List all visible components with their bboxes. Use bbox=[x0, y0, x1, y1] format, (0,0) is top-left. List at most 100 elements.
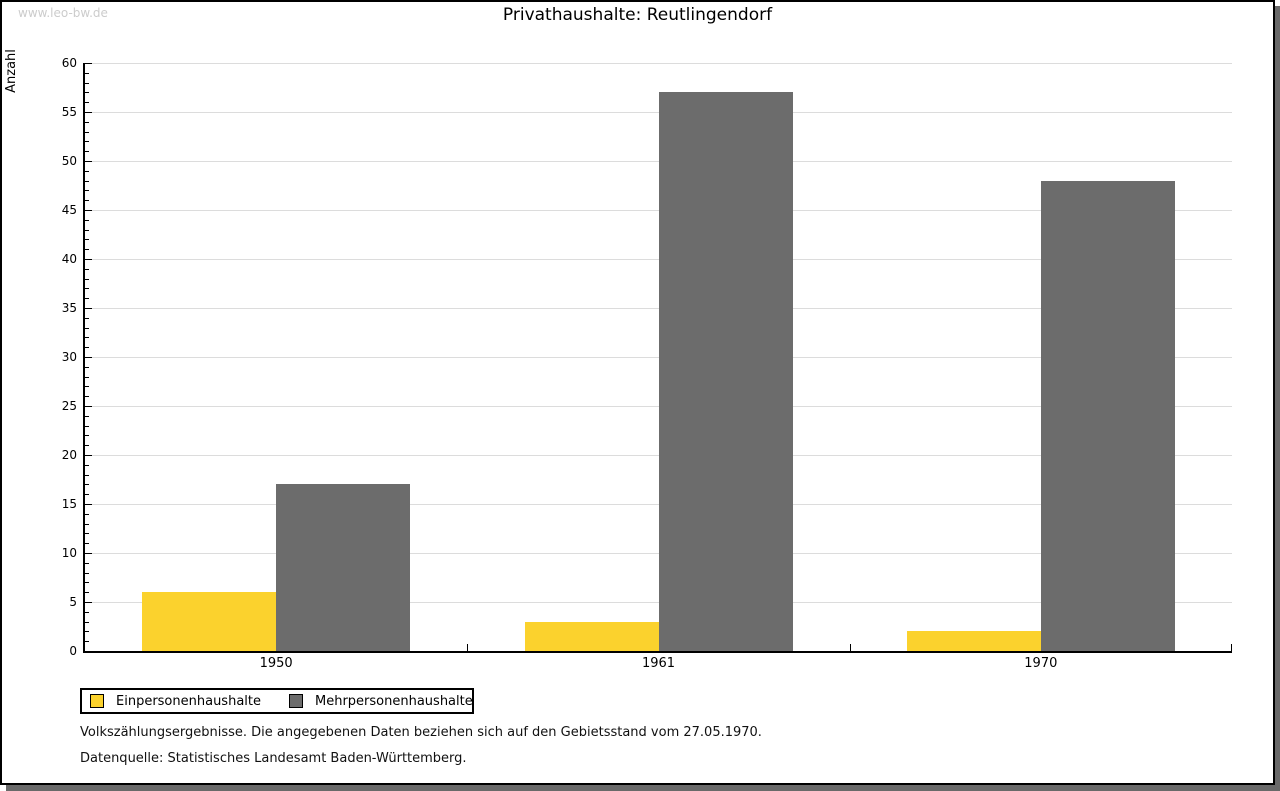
x-tick-label-1961: 1961 bbox=[641, 656, 676, 671]
y-tick-15 bbox=[85, 504, 92, 505]
x-tick-2 bbox=[849, 644, 851, 651]
footnote-data-source: Datenquelle: Statistisches Landesamt Bad… bbox=[80, 751, 467, 766]
y-tick-10 bbox=[85, 553, 92, 554]
y-tick-6 bbox=[85, 592, 89, 594]
y-tick-16 bbox=[85, 494, 89, 496]
y-tick-45 bbox=[85, 210, 92, 211]
y-tick-label-0: 0 bbox=[69, 644, 77, 658]
y-tick-12 bbox=[85, 533, 89, 535]
y-tick-57 bbox=[85, 92, 89, 94]
chart-title: Privathaushalte: Reutlingendorf bbox=[502, 5, 773, 25]
y-tick-1 bbox=[85, 641, 89, 643]
y-tick-48 bbox=[85, 180, 89, 182]
bar-1950-einpersonenhaushalte bbox=[142, 592, 277, 651]
y-tick-43 bbox=[85, 229, 89, 231]
x-tick-label-1970: 1970 bbox=[1024, 656, 1058, 671]
y-tick-label-35: 35 bbox=[61, 301, 77, 315]
bar-1970-mehrpersonenhaushalte bbox=[1040, 180, 1175, 651]
y-tick-label-60: 60 bbox=[61, 56, 77, 70]
y-tick-11 bbox=[85, 543, 89, 545]
y-tick-41 bbox=[85, 249, 89, 251]
legend-item-mehrpersonenhaushalte: Mehrpersonenhaushalte bbox=[289, 694, 473, 709]
y-tick-14 bbox=[85, 513, 89, 515]
legend-swatch-mehrpersonenhaushalte bbox=[289, 694, 303, 708]
y-tick-8 bbox=[85, 572, 89, 574]
y-tick-26 bbox=[85, 396, 89, 398]
y-tick-37 bbox=[85, 288, 89, 290]
x-tick-3 bbox=[1231, 644, 1232, 651]
bar-1970-einpersonenhaushalte bbox=[906, 631, 1041, 651]
y-tick-23 bbox=[85, 425, 89, 427]
y-tick-30 bbox=[85, 357, 92, 358]
y-tick-54 bbox=[85, 121, 89, 123]
legend-item-einpersonenhaushalte: Einpersonenhaushalte bbox=[90, 694, 261, 709]
y-tick-55 bbox=[85, 112, 92, 113]
y-tick-24 bbox=[85, 415, 89, 417]
y-tick-3 bbox=[85, 621, 89, 623]
plot-area: 0 5 10 15 20 25 30 35 40 45 50 55 60 1950 1961 1970 bbox=[62, 56, 1232, 671]
y-tick-29 bbox=[85, 366, 89, 368]
y-tick-38 bbox=[85, 278, 89, 280]
y-tick-59 bbox=[85, 72, 89, 74]
y-tick-32 bbox=[85, 337, 89, 339]
y-tick-20 bbox=[85, 455, 92, 456]
y-tick-33 bbox=[85, 327, 89, 329]
y-tick-47 bbox=[85, 190, 89, 192]
y-tick-label-15: 15 bbox=[61, 497, 77, 511]
y-tick-46 bbox=[85, 200, 89, 202]
y-tick-7 bbox=[85, 582, 89, 584]
bar-1961-einpersonenhaushalte bbox=[524, 621, 659, 651]
y-tick-34 bbox=[85, 317, 89, 319]
y-tick-4 bbox=[85, 611, 89, 613]
y-tick-36 bbox=[85, 298, 89, 300]
x-tick-label-1950: 1950 bbox=[259, 656, 293, 671]
y-tick-39 bbox=[85, 268, 89, 270]
y-tick-25 bbox=[85, 406, 92, 407]
x-tick-1 bbox=[467, 644, 469, 651]
y-tick-label-10: 10 bbox=[61, 546, 77, 560]
watermark: www.leo-bw.de bbox=[18, 6, 108, 20]
legend: Einpersonenhaushalte Mehrpersonenhaushal… bbox=[80, 688, 474, 714]
y-tick-9 bbox=[85, 562, 89, 564]
y-tick-17 bbox=[85, 484, 89, 486]
y-tick-60 bbox=[85, 63, 92, 64]
y-tick-label-5: 5 bbox=[69, 595, 77, 609]
y-tick-label-25: 25 bbox=[61, 399, 77, 413]
y-tick-51 bbox=[85, 151, 89, 153]
y-tick-42 bbox=[85, 239, 89, 241]
y-tick-52 bbox=[85, 141, 89, 143]
legend-label-einpersonenhaushalte: Einpersonenhaushalte bbox=[116, 693, 261, 709]
y-tick-53 bbox=[85, 131, 89, 133]
y-tick-27 bbox=[85, 386, 89, 388]
y-axis-label: Anzahl bbox=[4, 49, 19, 93]
y-tick-18 bbox=[85, 474, 89, 476]
y-tick-35 bbox=[85, 308, 92, 309]
footnote-source-note: Volkszählungsergebnisse. Die angegebenen… bbox=[80, 725, 762, 740]
y-tick-label-45: 45 bbox=[61, 203, 77, 217]
y-tick-5 bbox=[85, 602, 92, 603]
y-tick-56 bbox=[85, 102, 89, 104]
y-tick-31 bbox=[85, 347, 89, 349]
y-tick-58 bbox=[85, 82, 89, 84]
y-tick-49 bbox=[85, 170, 89, 172]
y-tick-label-30: 30 bbox=[61, 350, 77, 364]
bar-1961-mehrpersonenhaushalte bbox=[658, 92, 793, 651]
y-tick-2 bbox=[85, 631, 89, 633]
y-tick-22 bbox=[85, 435, 89, 437]
gridline-60 bbox=[85, 63, 1232, 64]
y-tick-21 bbox=[85, 445, 89, 447]
y-tick-label-20: 20 bbox=[61, 448, 77, 462]
y-tick-50 bbox=[85, 161, 92, 162]
y-tick-44 bbox=[85, 219, 89, 221]
legend-label-mehrpersonenhaushalte: Mehrpersonenhaushalte bbox=[315, 693, 473, 709]
legend-swatch-einpersonenhaushalte bbox=[90, 694, 104, 708]
y-tick-28 bbox=[85, 376, 89, 378]
y-tick-label-40: 40 bbox=[61, 252, 77, 266]
y-tick-19 bbox=[85, 464, 89, 466]
y-tick-40 bbox=[85, 259, 92, 260]
y-tick-label-55: 55 bbox=[61, 105, 77, 119]
y-tick-13 bbox=[85, 523, 89, 525]
y-tick-label-50: 50 bbox=[61, 154, 77, 168]
bar-1950-mehrpersonenhaushalte bbox=[276, 484, 411, 651]
